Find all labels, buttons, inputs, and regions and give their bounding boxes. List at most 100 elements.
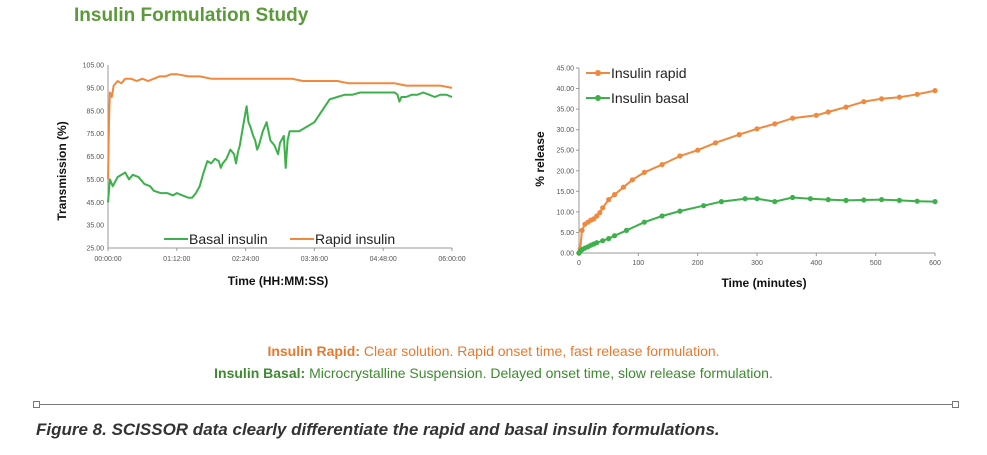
x-axis-title: Time (HH:MM:SS) (228, 274, 328, 288)
x-tick-label: 02:24:00 (232, 256, 259, 263)
figure-caption: Figure 8. SCISSOR data clearly different… (36, 420, 720, 439)
y-tick-label: 25.00 (86, 246, 104, 253)
data-point-basal (825, 197, 831, 203)
data-point-rapid (600, 205, 606, 211)
data-point-rapid (641, 169, 647, 175)
note-basal-label: Insulin Basal: (214, 365, 306, 381)
data-point-basal (914, 198, 920, 204)
y-tick-label: 0.00 (560, 251, 574, 258)
y-axis-title: Transmission (%) (55, 121, 69, 220)
x-tick-label: 03:36:00 (301, 256, 328, 263)
legend-marker-rapid (595, 70, 601, 76)
transmission-chart: 105.00 95.00 85.00 75.00 65.00 55.00 45.00 35.0… (55, 63, 466, 289)
legend-label-rapid: Rapid insulin (315, 231, 395, 247)
x-tick-label: 01:12:00 (163, 256, 190, 263)
data-point-basal (659, 213, 665, 219)
data-point-basal (600, 238, 606, 244)
note-basal: Insulin Basal: Microcrystalline Suspensi… (0, 365, 987, 381)
y-tick-label: 45.00 (86, 200, 104, 207)
release-chart: 45.00 40.00 35.00 30.00 25.00 20.00 15.00 10.00… (533, 65, 941, 290)
data-point-rapid (677, 153, 683, 159)
data-point-basal (718, 199, 724, 205)
data-point-basal (606, 236, 612, 242)
y-tick-label: 95.00 (86, 85, 104, 92)
x-tick-label: 04:48:00 (370, 256, 397, 263)
data-point-rapid (659, 162, 665, 168)
x-tick-label: 500 (870, 260, 882, 267)
data-point-rapid (790, 115, 796, 121)
data-point-rapid (612, 192, 618, 198)
y-tick-label: 30.00 (556, 127, 574, 134)
divider-end-left (33, 401, 40, 408)
legend: Insulin rapid Insulin basal (586, 65, 689, 106)
series-line-basal (107, 91, 453, 203)
y-tick-label: 10.00 (556, 209, 574, 216)
x-tick-label: 00:00:00 (94, 256, 121, 263)
data-point-rapid (772, 121, 778, 127)
y-tick-label: 20.00 (556, 168, 574, 175)
y-axis-title: % release (533, 131, 547, 187)
data-point-rapid (620, 184, 627, 190)
data-point-rapid (629, 177, 635, 183)
x-axis-title: Time (minutes) (721, 276, 806, 290)
data-point-basal (754, 196, 760, 202)
data-point-rapid (736, 132, 742, 138)
note-rapid: Insulin Rapid: Clear solution. Rapid ons… (0, 343, 987, 359)
data-point-basal (772, 199, 778, 205)
data-point-rapid (825, 109, 831, 115)
x-tick-label: 200 (692, 260, 704, 267)
y-tick-label: 105.00 (83, 63, 105, 70)
data-point-basal (612, 233, 618, 239)
data-point-rapid (896, 94, 902, 100)
note-rapid-label: Insulin Rapid: (267, 343, 361, 359)
data-point-basal (879, 197, 885, 203)
x-tick-label: 100 (632, 260, 644, 267)
data-point-rapid (606, 197, 612, 203)
data-point-rapid (879, 96, 885, 102)
data-point-basal (790, 194, 796, 201)
x-tick-label: 300 (751, 260, 763, 267)
data-point-rapid (712, 140, 719, 146)
data-point-rapid (914, 91, 920, 97)
divider (36, 404, 956, 405)
y-tick-label: 5.00 (560, 230, 574, 237)
data-point-basal (623, 227, 630, 233)
data-point-rapid (932, 88, 938, 94)
data-point-basal (807, 196, 813, 202)
y-tick-label: 45.00 (556, 66, 574, 73)
data-point-basal (742, 196, 748, 202)
x-tick-label: 600 (929, 260, 941, 267)
data-point-basal (861, 197, 867, 203)
data-point-rapid (843, 104, 849, 110)
y-tick-label: 35.00 (556, 107, 574, 114)
note-basal-text: Microcrystalline Suspension. Delayed ons… (305, 365, 773, 381)
legend-label-basal: Insulin basal (611, 90, 689, 106)
data-point-rapid (594, 213, 600, 219)
x-tick-label: 400 (810, 260, 822, 267)
data-point-rapid (695, 147, 701, 153)
legend: Basal insulin Rapid insulin (164, 231, 395, 247)
data-point-basal (932, 199, 938, 205)
data-point-basal (896, 197, 902, 203)
x-tick-label: 06:00:00 (438, 256, 465, 263)
y-tick-label: 85.00 (86, 108, 104, 115)
divider-end-right (952, 401, 959, 408)
y-tick-label: 65.00 (86, 154, 104, 161)
legend-label-rapid: Insulin rapid (611, 65, 687, 81)
y-tick-label: 55.00 (86, 177, 104, 184)
y-tick-label: 75.00 (86, 131, 104, 138)
y-tick-label: 35.00 (86, 223, 104, 230)
data-point-basal (641, 219, 647, 225)
data-point-basal (594, 240, 600, 246)
series-line-rapid (107, 73, 453, 180)
note-rapid-text: Clear solution. Rapid onset time, fast r… (360, 343, 720, 359)
legend-marker-basal (595, 95, 601, 101)
y-tick-label: 25.00 (556, 148, 574, 155)
data-point-rapid (813, 112, 819, 118)
y-tick-label: 40.00 (556, 86, 574, 93)
legend-label-basal: Basal insulin (189, 231, 268, 247)
series-line-basal (578, 196, 936, 254)
data-point-rapid (597, 210, 603, 216)
data-point-rapid (754, 126, 760, 132)
data-point-basal (701, 203, 707, 209)
